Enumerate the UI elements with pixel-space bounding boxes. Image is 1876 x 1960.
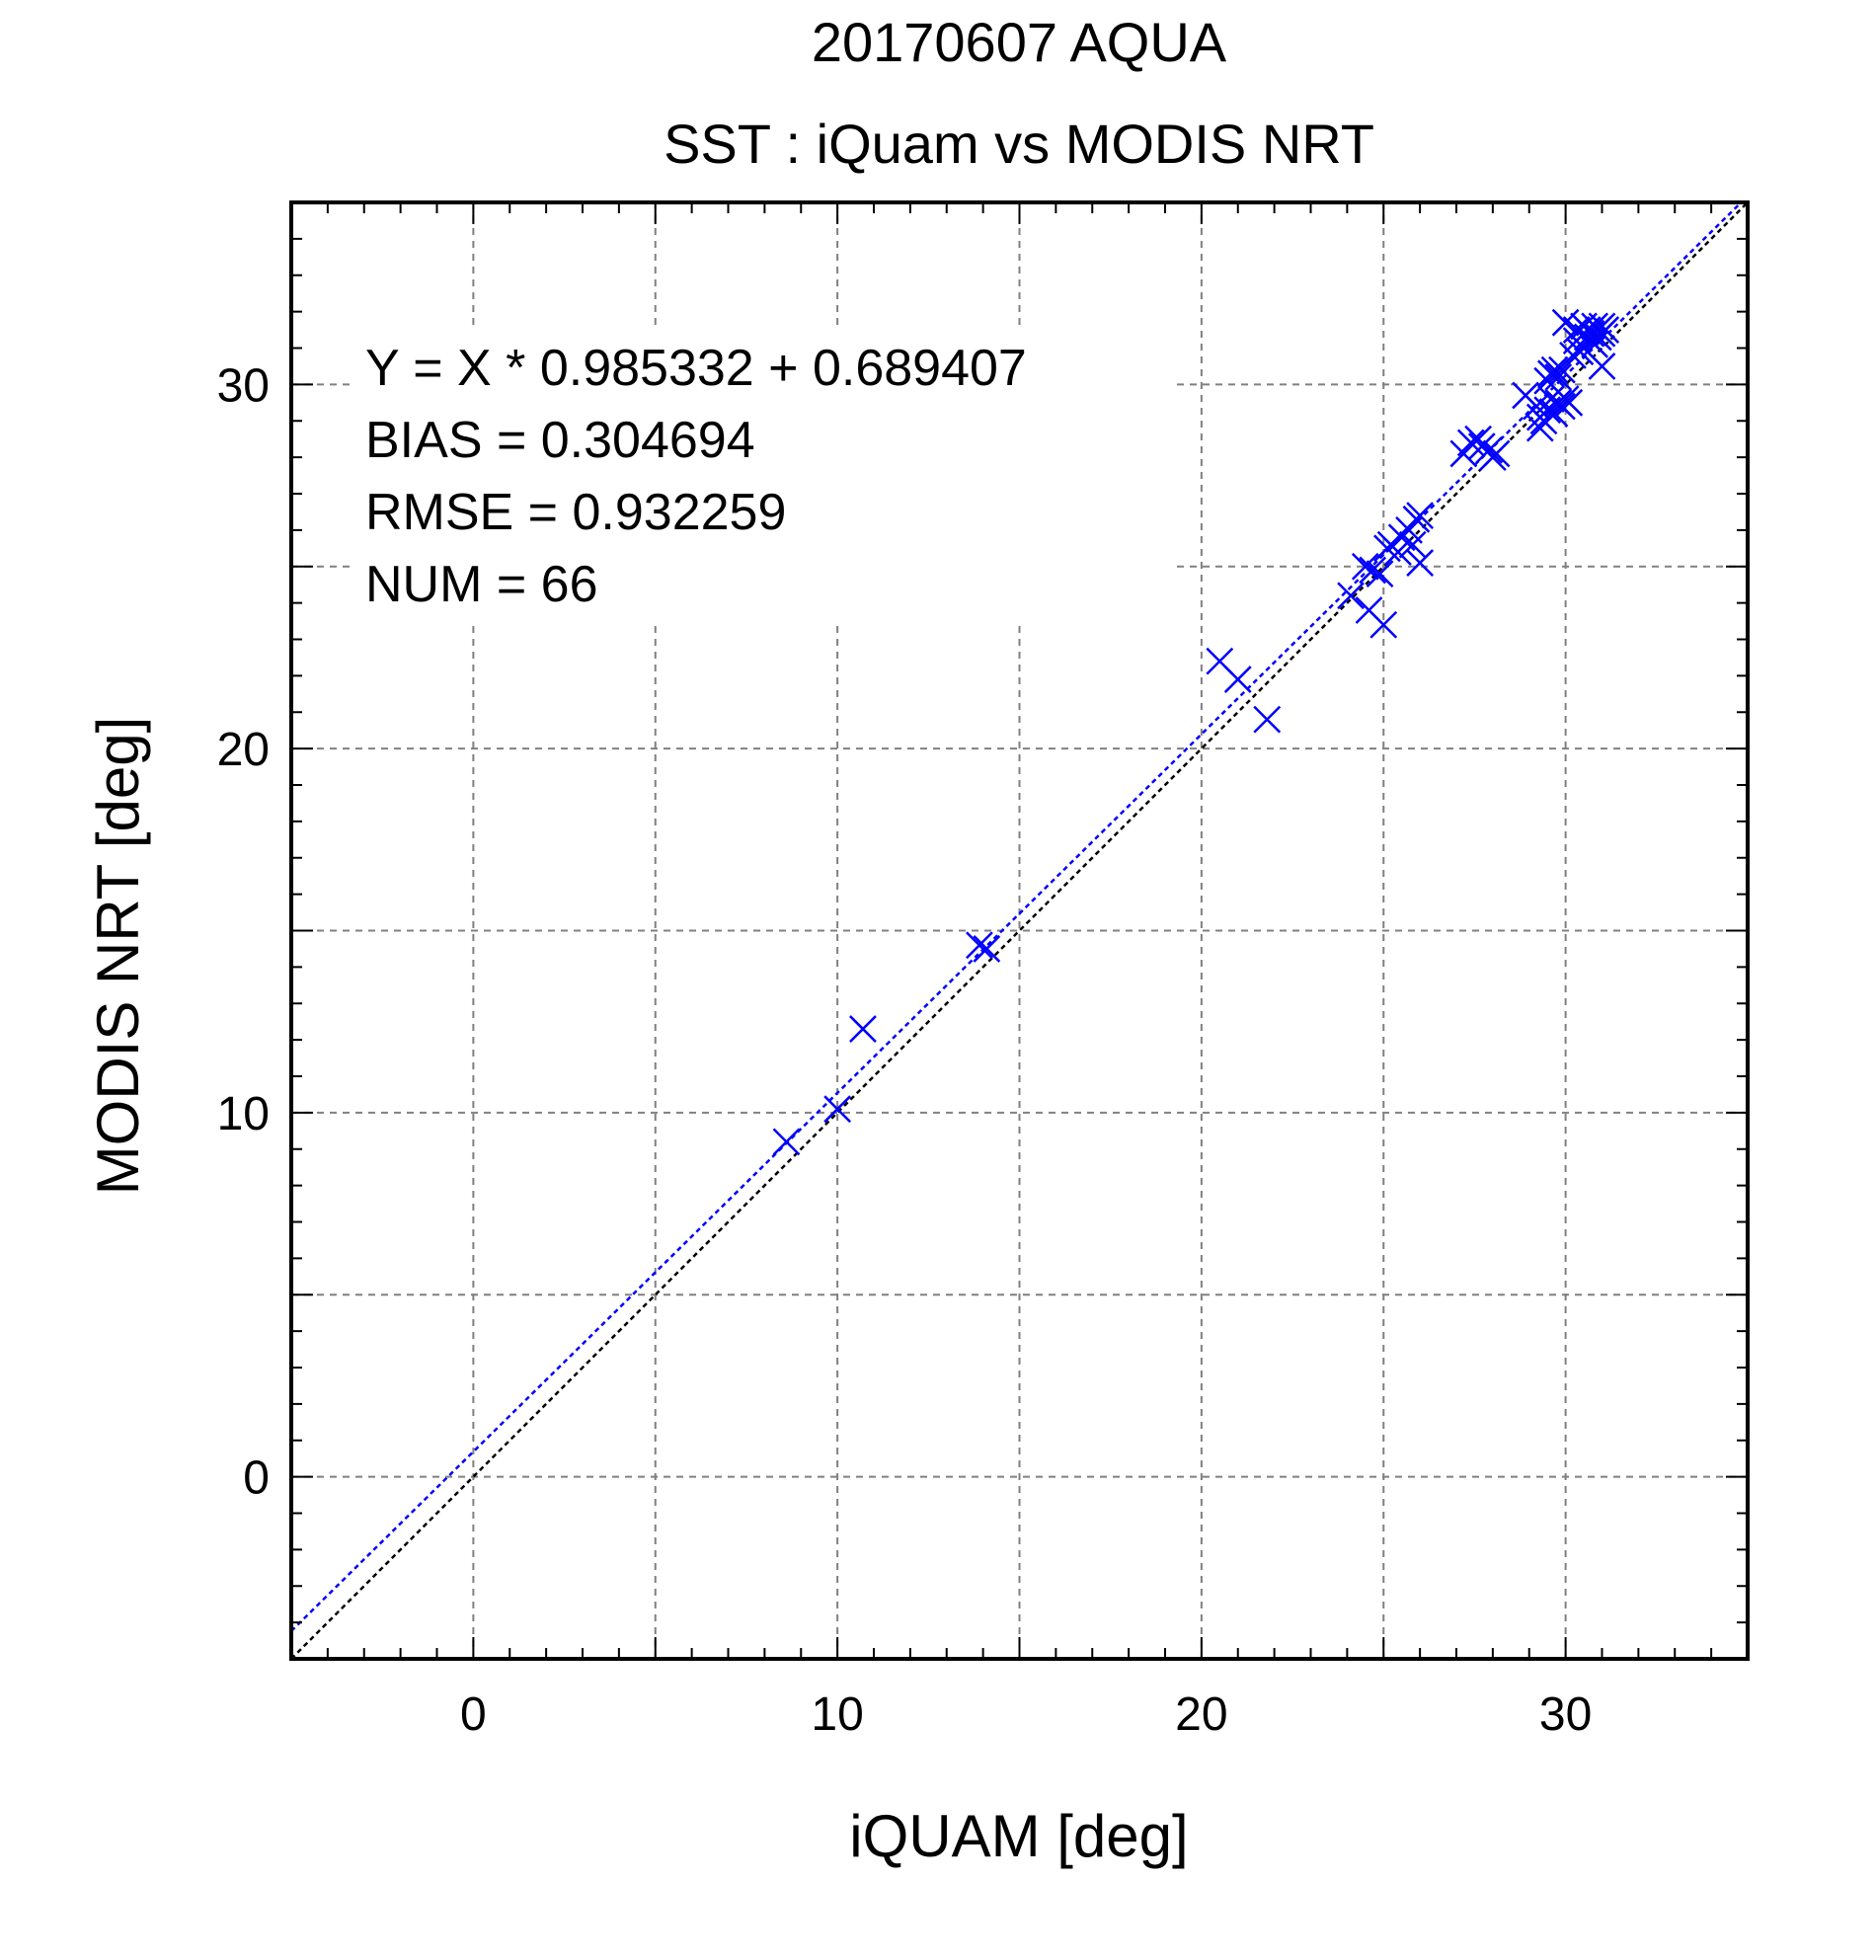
x-tick-label: 10	[811, 1688, 863, 1741]
data-point	[1406, 502, 1435, 530]
y-axis-label: MODIS NRT [deg]	[85, 717, 151, 1196]
data-point	[1482, 439, 1511, 468]
num-value: NUM = 66	[365, 556, 598, 613]
chart-subtitle: SST : iQuam vs MODIS NRT	[664, 113, 1374, 175]
data-point	[1253, 705, 1282, 734]
bias-value: BIAS = 0.304694	[365, 412, 755, 469]
data-point	[1359, 556, 1387, 585]
data-point	[1456, 429, 1485, 457]
y-tick-label: 0	[243, 1452, 270, 1505]
data-point	[1555, 388, 1584, 417]
stats-background	[355, 328, 1175, 624]
data-point	[772, 1128, 801, 1156]
y-tick-label: 20	[217, 724, 270, 776]
data-point	[1548, 392, 1576, 421]
data-point	[1540, 355, 1569, 384]
data-point	[1351, 552, 1379, 581]
x-tick-label: 20	[1175, 1688, 1227, 1741]
data-point	[1475, 435, 1504, 464]
y-tick-label: 30	[217, 359, 270, 412]
y-tick-label: 10	[217, 1088, 270, 1140]
data-point	[1337, 582, 1365, 610]
x-tick-label: 0	[460, 1688, 487, 1741]
rmse-value: RMSE = 0.932259	[365, 484, 786, 541]
fit-statistics: Y = X * 0.985332 + 0.689407 BIAS = 0.304…	[365, 340, 1027, 613]
data-point	[973, 935, 1001, 963]
data-point	[823, 1095, 852, 1124]
data-point	[849, 1015, 877, 1043]
data-point	[1592, 316, 1620, 344]
data-point	[1588, 353, 1616, 380]
fit-equation: Y = X * 0.985332 + 0.689407	[365, 340, 1027, 397]
data-point	[1544, 363, 1573, 391]
x-axis-label: iQUAM [deg]	[849, 1803, 1188, 1869]
data-point	[966, 931, 993, 960]
data-point	[1223, 666, 1252, 693]
data-point	[1369, 610, 1398, 639]
data-point	[1406, 549, 1435, 577]
data-point	[1366, 560, 1394, 588]
fit-line	[291, 202, 1744, 1632]
x-tick-label: 30	[1539, 1688, 1592, 1741]
data-point	[1398, 530, 1427, 559]
chart-title: 20170607 AQUA	[812, 11, 1227, 73]
